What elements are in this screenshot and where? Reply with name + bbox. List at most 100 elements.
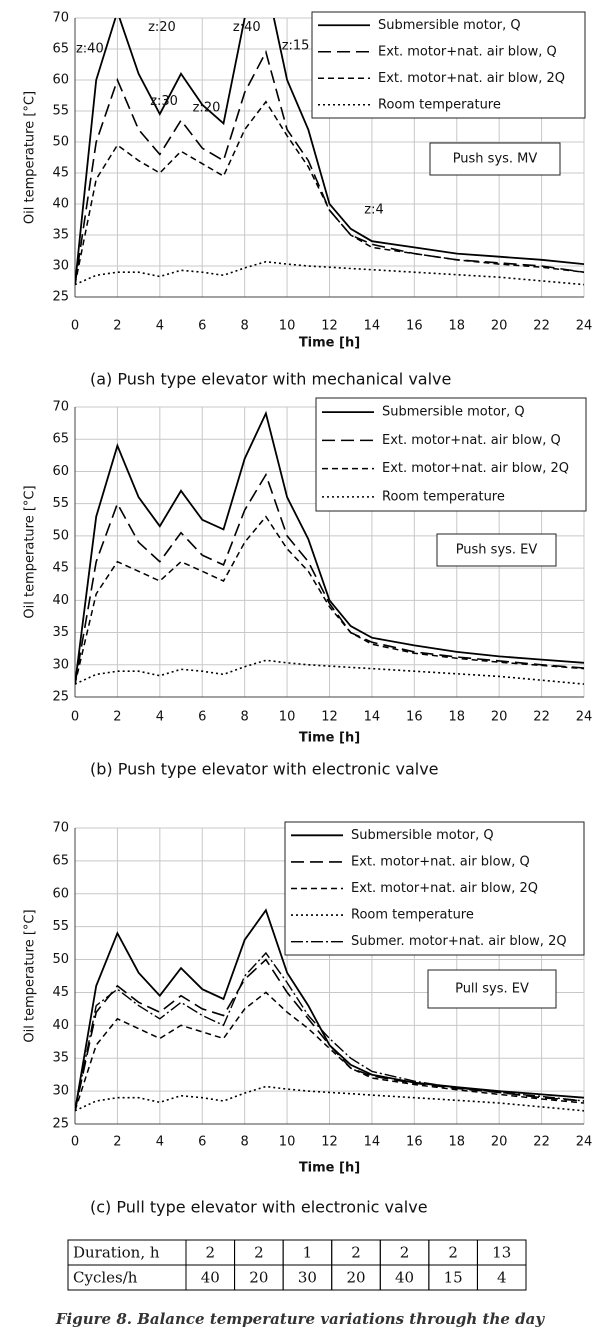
table-text: 4	[497, 1269, 507, 1287]
x-axis-label: Time [h]	[299, 731, 360, 746]
annotation: z:4	[364, 203, 383, 218]
annotation: z:30	[150, 94, 178, 109]
table-text: 2	[206, 1244, 216, 1262]
table-cell	[476, 1264, 527, 1291]
x-tick-label: 20	[491, 710, 508, 725]
x-tick-label: 22	[533, 1135, 550, 1150]
y-tick-label: 70	[52, 11, 69, 26]
series-line	[75, 18, 584, 285]
y-tick-label: 50	[52, 135, 69, 150]
x-tick-label: 2	[113, 319, 121, 334]
legend-label: Room temperature	[378, 97, 501, 112]
x-tick-label: 4	[156, 1135, 164, 1150]
x-tick-label: 12	[321, 710, 338, 725]
annotation: z:40	[76, 42, 104, 57]
x-tick-label: 10	[279, 319, 296, 334]
series-line	[75, 49, 584, 285]
y-tick-label: 65	[52, 853, 69, 868]
table-text: 30	[298, 1269, 317, 1287]
x-tick-label: 18	[448, 1135, 465, 1150]
annotation: z:20	[148, 20, 176, 35]
y-tick-label: 70	[52, 821, 69, 836]
x-tick-label: 6	[198, 710, 206, 725]
y-tick-label: 45	[52, 166, 69, 181]
legend-label: Ext. motor+nat. air blow, Q	[351, 854, 530, 869]
y-axis-label: Oil temperature [°C]	[23, 485, 38, 618]
legend-label: Room temperature	[382, 489, 505, 504]
x-tick-label: 16	[406, 710, 423, 725]
y-tick-label: 35	[52, 1051, 69, 1066]
x-tick-label: 0	[71, 710, 79, 725]
chart-caption: (b) Push type elevator with electronic v…	[90, 760, 439, 779]
box-label: Push sys. EV	[456, 543, 538, 558]
legend-label: Ext. motor+nat. air blow, Q	[378, 44, 557, 59]
legend-label: Submersible motor, Q	[378, 18, 521, 33]
table-text: 40	[201, 1269, 220, 1287]
x-tick-label: 16	[406, 319, 423, 334]
y-tick-label: 45	[52, 985, 69, 1000]
x-tick-label: 10	[279, 1135, 296, 1150]
x-tick-label: 24	[576, 710, 593, 725]
legend-label: Room temperature	[351, 908, 474, 923]
y-tick-label: 55	[52, 496, 69, 511]
x-tick-label: 18	[448, 319, 465, 334]
y-tick-label: 25	[52, 1117, 69, 1132]
legend-box	[311, 11, 586, 119]
legend-label: Submersible motor, Q	[382, 405, 525, 420]
table-text: 13	[492, 1244, 511, 1262]
x-tick-label: 16	[406, 1135, 423, 1150]
x-tick-label: 18	[448, 710, 465, 725]
y-tick-label: 35	[52, 625, 69, 640]
x-tick-label: 0	[71, 319, 79, 334]
annotation: z:40	[233, 20, 261, 35]
table-text: 15	[444, 1269, 463, 1287]
series-line	[75, 659, 584, 685]
y-tick-label: 50	[52, 952, 69, 967]
y-tick-label: 45	[52, 561, 69, 576]
y-tick-label: 40	[52, 197, 69, 212]
annotation: z:20	[193, 100, 221, 115]
legend-label: Submersible motor, Q	[351, 828, 494, 843]
x-tick-label: 6	[198, 1135, 206, 1150]
legend-box	[315, 397, 587, 512]
y-tick-label: 40	[52, 1018, 69, 1033]
y-tick-label: 40	[52, 593, 69, 608]
chart-caption: (c) Pull type elevator with electronic v…	[90, 1198, 428, 1217]
x-tick-label: 12	[321, 319, 338, 334]
x-tick-label: 20	[491, 319, 508, 334]
series-line	[75, 410, 584, 685]
x-axis-label: Time [h]	[299, 336, 360, 351]
series-line	[75, 991, 584, 1112]
table-text: 2	[400, 1244, 410, 1262]
series-line	[75, 260, 584, 286]
y-tick-label: 55	[52, 104, 69, 119]
x-tick-label: 10	[279, 710, 296, 725]
y-tick-label: 60	[52, 73, 69, 88]
legend-label: Ext. motor+nat. air blow, 2Q	[382, 461, 569, 476]
x-tick-label: 14	[364, 1135, 381, 1150]
y-tick-label: 30	[52, 657, 69, 672]
series-line	[75, 100, 584, 285]
x-tick-label: 2	[113, 710, 121, 725]
legend-label: Submer. motor+nat. air blow, 2Q	[351, 934, 567, 949]
figure-caption: Figure 8. Balance temperature variations…	[55, 1310, 545, 1328]
y-tick-label: 30	[52, 1084, 69, 1099]
annotation: z:15	[282, 38, 310, 53]
table-text: Duration, h	[73, 1244, 160, 1262]
x-axis-label: Time [h]	[299, 1161, 360, 1176]
x-tick-label: 8	[241, 1135, 249, 1150]
x-tick-label: 24	[576, 1135, 593, 1150]
legend-label: Ext. motor+nat. air blow, 2Q	[351, 881, 538, 896]
x-tick-label: 2	[113, 1135, 121, 1150]
y-tick-label: 60	[52, 464, 69, 479]
y-tick-label: 55	[52, 919, 69, 934]
legend-label: Ext. motor+nat. air blow, Q	[382, 433, 561, 448]
label-box	[436, 533, 557, 567]
series-line	[75, 472, 584, 685]
y-tick-label: 65	[52, 42, 69, 57]
x-tick-label: 14	[364, 319, 381, 334]
x-tick-label: 0	[71, 1135, 79, 1150]
x-tick-label: 4	[156, 710, 164, 725]
